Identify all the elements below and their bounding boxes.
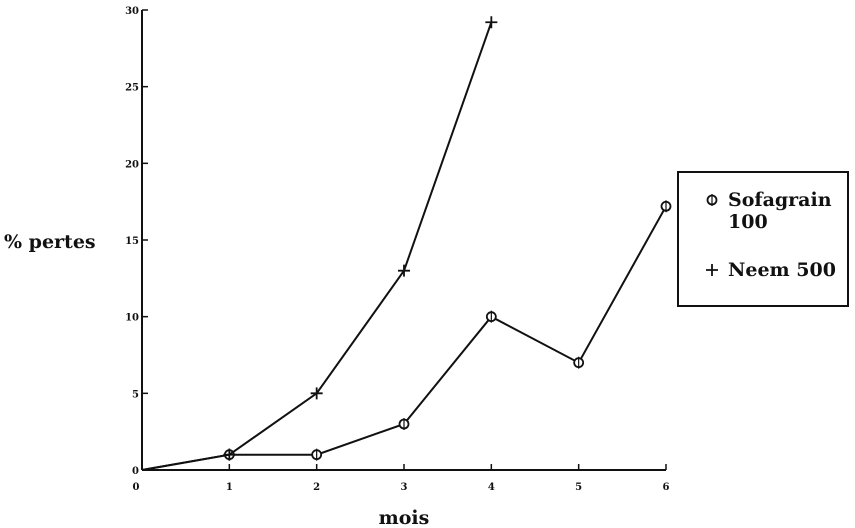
y-tick-label: 20: [125, 159, 139, 170]
legend-box: [677, 171, 849, 307]
y-tick-label: 15: [125, 236, 139, 247]
series-line: [141, 21, 493, 471]
legend-label: 100: [728, 211, 768, 233]
y-tick-label: 10: [125, 313, 139, 324]
legend-label: Neem 500: [728, 259, 836, 281]
legend-label: Sofagrain: [728, 189, 832, 211]
y-axis-title: % pertes: [4, 231, 96, 253]
y-tick-label: 0: [132, 466, 139, 477]
axes: [141, 10, 666, 471]
series-line: [141, 205, 667, 471]
data-point: [398, 264, 410, 277]
x-tick-label: 6: [663, 482, 670, 493]
x-tick-label: 2: [313, 482, 320, 493]
y-tick-label: 30: [125, 6, 139, 17]
y-tick-label: 25: [125, 83, 139, 94]
x-tick-label: 0: [133, 482, 140, 493]
y-tick-label: 5: [132, 389, 139, 400]
data-point: [223, 448, 236, 461]
x-ticks: 0 1 2 3 4 5 6: [133, 464, 670, 493]
x-tick-label: 5: [575, 482, 582, 493]
x-tick-label: 4: [488, 482, 495, 493]
series-layer: [141, 16, 672, 471]
series-0: [141, 200, 672, 471]
series-1: [141, 16, 498, 471]
data-point: [706, 264, 718, 276]
y-ticks: 0 5 10 15 20 25 30: [125, 6, 148, 477]
x-tick-label: 1: [226, 482, 233, 493]
x-axis-title: mois: [379, 507, 430, 528]
x-tick-label: 3: [401, 482, 408, 493]
data-point: [485, 16, 498, 29]
data-point: [310, 387, 323, 400]
legend-entry: Neem 500: [706, 259, 836, 281]
